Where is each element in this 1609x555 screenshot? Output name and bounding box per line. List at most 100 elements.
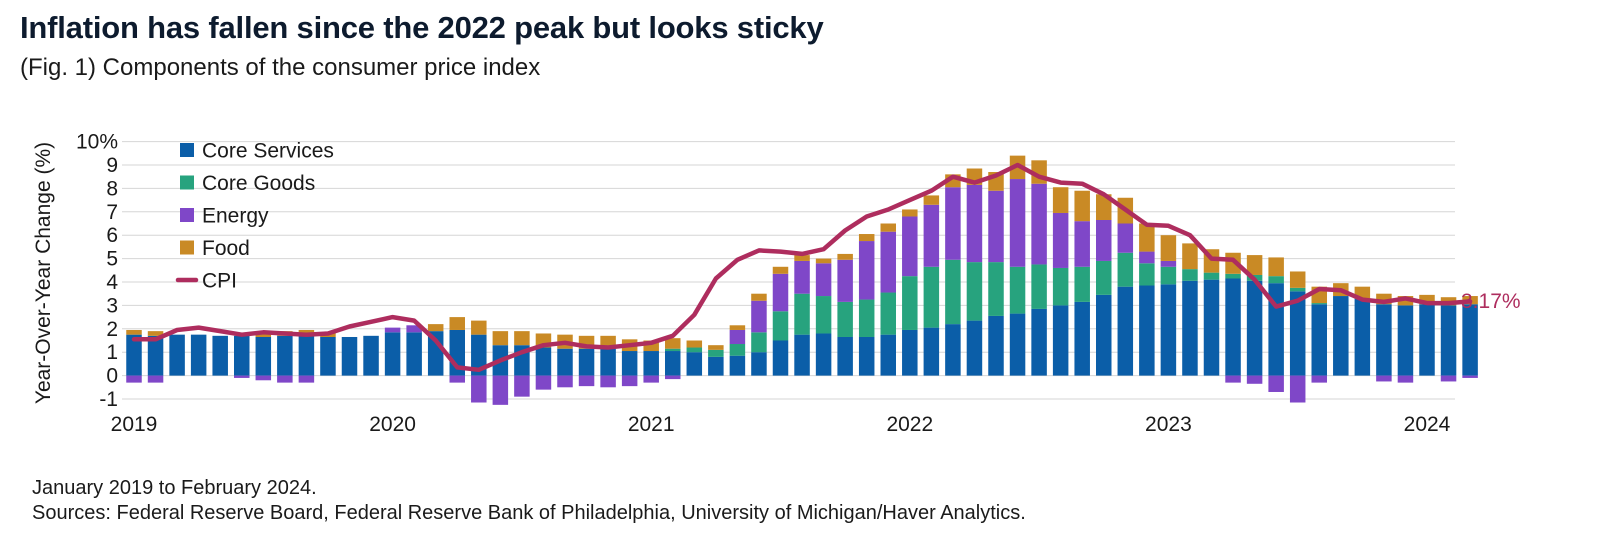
bar-energy: [1311, 375, 1327, 383]
bar-core-goods: [1096, 260, 1112, 295]
bar-core-services: [212, 335, 228, 376]
y-tick-label: 5: [106, 248, 118, 271]
legend-label: Core Goods: [202, 172, 315, 195]
bar-core-goods: [837, 301, 853, 337]
bar-core-services: [1160, 284, 1177, 376]
bar-core-services: [1117, 286, 1134, 376]
bar-food: [815, 258, 832, 264]
bar-energy: [492, 375, 509, 405]
bar-food: [1268, 257, 1284, 277]
bar-energy: [621, 375, 638, 387]
bar-core-services: [384, 332, 401, 376]
bar-core-goods: [794, 293, 810, 335]
bar-energy: [772, 273, 789, 312]
legend-swatch: [180, 208, 194, 222]
bar-core-services: [578, 348, 595, 376]
bar-core-goods: [1182, 269, 1198, 281]
bar-core-services: [255, 336, 272, 376]
bar-core-services: [1031, 308, 1047, 376]
legend-item-food: Food: [180, 237, 250, 260]
bar-core-services: [966, 320, 983, 376]
bar-core-services: [621, 351, 638, 376]
bar-core-services: [190, 334, 207, 376]
bar-core-goods: [686, 347, 703, 353]
bar-food: [708, 345, 724, 350]
bar-food: [1096, 194, 1112, 220]
bar-core-services: [535, 347, 552, 376]
x-tick-label: 2019: [111, 413, 158, 436]
bar-energy: [578, 375, 595, 387]
bar-core-goods: [1225, 273, 1241, 279]
y-tick-label: 4: [106, 271, 118, 294]
bar-energy: [923, 204, 940, 267]
bar-energy: [126, 375, 142, 383]
bar-energy: [1139, 251, 1155, 264]
bar-core-goods: [1139, 263, 1155, 286]
bar-core-services: [880, 334, 896, 376]
bar-core-goods: [966, 262, 983, 321]
legend-label: CPI: [202, 270, 237, 293]
bar-core-goods: [988, 262, 1004, 316]
bar-energy: [1268, 375, 1284, 392]
bar-core-goods: [1289, 287, 1306, 292]
bar-food: [902, 209, 918, 217]
bar-food: [858, 234, 875, 242]
bar-core-goods: [880, 292, 896, 335]
bar-food: [514, 331, 530, 346]
bar-core-goods: [708, 349, 724, 357]
bar-core-services: [557, 348, 573, 376]
bar-food: [255, 332, 272, 337]
bar-core-services: [751, 352, 767, 376]
bars: [126, 155, 1478, 405]
bar-food: [1419, 294, 1435, 305]
bar-core-services: [1246, 280, 1263, 376]
bar-food: [880, 223, 896, 232]
bar-energy: [665, 375, 681, 380]
bar-food: [729, 325, 746, 330]
bar-core-services: [600, 348, 616, 376]
bar-energy: [384, 327, 401, 333]
bar-food: [1397, 296, 1414, 306]
bar-core-goods: [1009, 266, 1026, 314]
legend-item-energy: Energy: [180, 205, 269, 228]
legend-label: Energy: [202, 205, 269, 228]
bar-energy: [449, 375, 465, 383]
bar-core-services: [1311, 304, 1327, 376]
bar-core-services: [729, 355, 746, 376]
bar-energy: [514, 375, 530, 397]
bar-energy: [1462, 375, 1478, 378]
cpi-line-group: [131, 162, 1473, 373]
bar-core-services: [1052, 305, 1069, 376]
bar-food: [665, 338, 681, 349]
x-tick-label: 2023: [1145, 413, 1192, 436]
bar-core-services: [902, 329, 918, 376]
bar-core-services: [234, 335, 250, 376]
bar-core-services: [815, 333, 832, 376]
y-axis-label: Year-Over-Year Change (%): [32, 142, 55, 404]
bar-food: [1139, 223, 1155, 252]
bar-core-services: [686, 352, 703, 376]
bar-core-goods: [858, 299, 875, 337]
bar-energy: [298, 375, 315, 383]
bar-core-goods: [902, 276, 918, 330]
bar-energy: [1440, 375, 1457, 382]
bar-core-goods: [945, 259, 961, 325]
bar-food: [471, 320, 487, 335]
bar-energy: [1289, 375, 1306, 403]
bar-core-services: [1225, 278, 1241, 376]
bar-energy: [1009, 179, 1026, 267]
bar-energy: [1117, 223, 1134, 253]
y-tick-label: -1: [99, 388, 118, 411]
bar-energy: [729, 329, 746, 345]
bar-core-services: [794, 334, 810, 376]
x-tick-label: 2024: [1404, 413, 1451, 436]
bar-core-services: [945, 324, 961, 376]
y-tick-label: 2: [106, 318, 118, 341]
legend-label: Food: [202, 237, 250, 260]
bar-core-services: [1397, 305, 1414, 376]
bar-core-services: [837, 336, 853, 376]
bar-core-goods: [1311, 303, 1327, 305]
bar-core-services: [1440, 305, 1457, 376]
bar-core-goods: [1268, 276, 1284, 284]
y-tick-label: 1: [106, 341, 118, 364]
